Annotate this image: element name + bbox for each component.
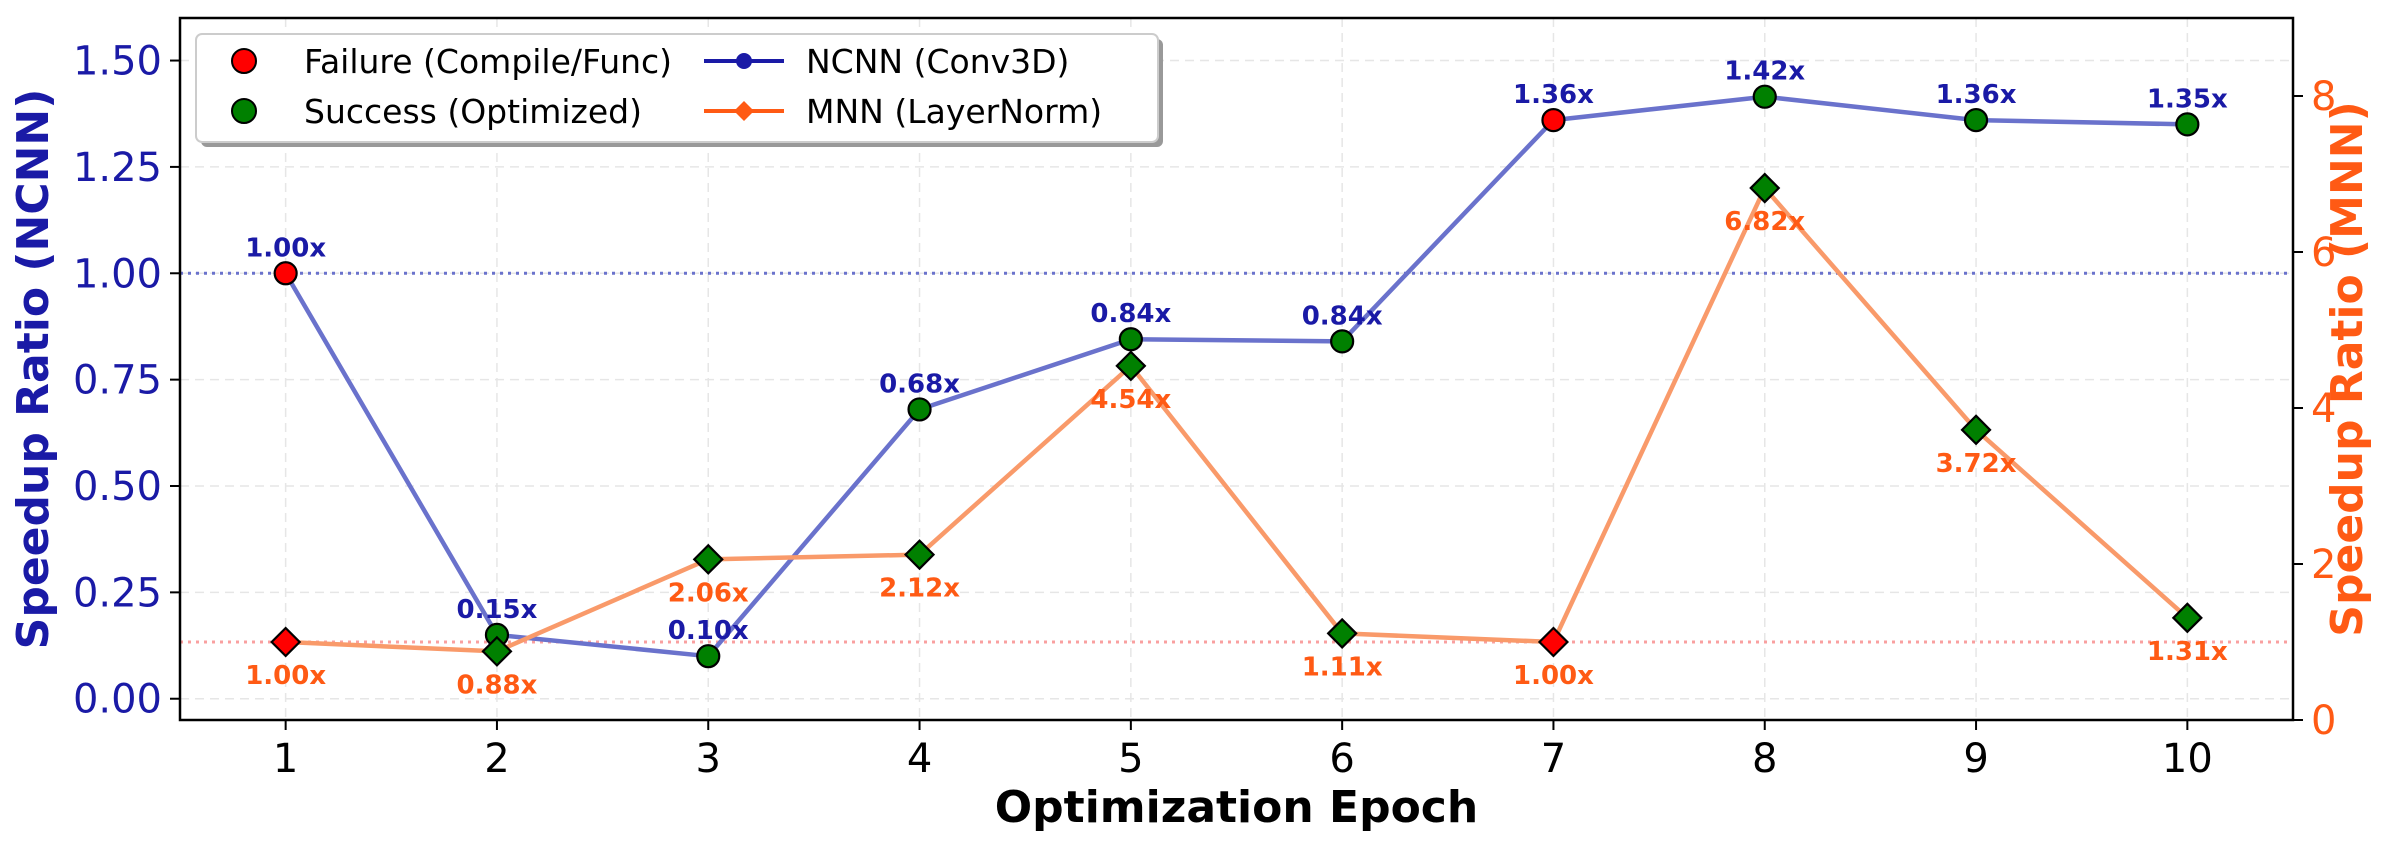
ncnn-data-label: 0.84x <box>1090 299 1171 329</box>
mnn-point <box>481 635 513 667</box>
left-tick-label: 0.50 <box>73 464 162 510</box>
ncnn-point <box>1330 329 1355 354</box>
right-axis-title: Speedup Ratio (MNN) <box>2322 101 2373 636</box>
series-line-ncnn <box>283 94 2188 659</box>
x-tick-label: 6 <box>1329 736 1354 782</box>
legend-success-marker <box>231 98 257 124</box>
mnn-data-label: 4.54x <box>1090 385 1171 415</box>
x-tick-label: 9 <box>1963 736 1988 782</box>
ncnn-point <box>1963 108 1989 133</box>
mnn-data-label: 3.72x <box>1936 449 2017 479</box>
plot-frame <box>178 16 2295 722</box>
left-tick-label: 0.75 <box>73 358 162 404</box>
ncnn-data-label: 0.68x <box>879 369 960 399</box>
ncnn-data-label: 1.42x <box>1724 57 1805 87</box>
x-tick-label: 3 <box>696 736 721 782</box>
ncnn-data-label: 1.35x <box>2147 84 2228 114</box>
x-tick-label: 5 <box>1118 736 1143 782</box>
ncnn-point <box>273 261 298 286</box>
legend-ncnn-marker <box>736 53 752 69</box>
mnn-point <box>1960 414 1992 446</box>
mnn-data-label: 1.31x <box>2147 637 2228 667</box>
mnn-data-label: 1.11x <box>1302 652 1383 682</box>
mnn-point <box>270 626 302 658</box>
right-tick-label: 0 <box>2311 698 2336 744</box>
marker-layer <box>270 84 2203 669</box>
series-layer <box>283 94 2189 659</box>
ncnn-point <box>1118 327 1143 352</box>
ncnn-data-label: 0.15x <box>456 595 537 625</box>
left-axis-title: Speedup Ratio (NCNN) <box>8 89 59 650</box>
reference-lines <box>180 271 2293 644</box>
mnn-data-label: 0.88x <box>456 670 537 700</box>
mnn-point <box>1749 172 1781 204</box>
legend-mnn-marker <box>734 101 754 121</box>
left-tick-label: 0.25 <box>73 570 162 616</box>
series-line-mnn <box>285 185 2189 654</box>
x-tick-label: 8 <box>1752 736 1777 782</box>
left-tick-label: 1.25 <box>73 145 162 191</box>
ncnn-point <box>1541 108 1566 133</box>
x-tick-label: 1 <box>273 736 298 782</box>
x-tick-label: 4 <box>907 736 932 782</box>
legend: Failure (Compile/Func) Success (Optimized… <box>195 33 1163 147</box>
right-tick-label: 2 <box>2311 542 2336 588</box>
ncnn-data-label: 0.84x <box>1302 301 1383 331</box>
x-tick-label: 7 <box>1541 736 1566 782</box>
mnn-point <box>903 539 936 571</box>
legend-box <box>195 33 1159 143</box>
legend-ncnn-label: NCNN (Conv3D) <box>806 42 1069 81</box>
left-tick-label: 1.50 <box>73 39 162 85</box>
data-label-layer: 1.00x 0.15x 0.10x 0.68x 0.84x 0.84x 1.36x 1.42x… <box>245 57 2228 701</box>
ncnn-data-label: 1.36x <box>1513 80 1594 110</box>
right-tick-label: 6 <box>2311 230 2336 276</box>
right-tick-label: 8 <box>2311 74 2336 120</box>
x-axis-title: Optimization Epoch <box>995 782 1478 833</box>
ncnn-point <box>696 644 721 669</box>
ncnn-point <box>2175 112 2200 137</box>
mnn-data-label: 2.06x <box>668 578 749 608</box>
legend-mnn-label: MNN (LayerNorm) <box>806 92 1102 131</box>
x-tick-label: 10 <box>2162 736 2213 782</box>
mnn-point <box>1326 617 1358 649</box>
x-tick-label: 2 <box>484 736 509 782</box>
ncnn-data-label: 1.00x <box>245 233 326 263</box>
ncnn-data-label: 1.36x <box>1936 80 2017 110</box>
right-tick-label: 4 <box>2311 386 2336 432</box>
mnn-data-label: 1.00x <box>1513 661 1594 691</box>
legend-success-label: Success (Optimized) <box>304 92 642 131</box>
axis-layer: 1 2 3 4 5 6 7 8 9 10 0.00 0.25 0.50 0.75 1.00 1.25 1.50 0… <box>73 39 2337 782</box>
left-tick-label: 1.00 <box>73 251 162 297</box>
legend-failure-label: Failure (Compile/Func) <box>304 42 672 81</box>
left-tick-label: 0.00 <box>73 677 162 723</box>
ncnn-data-label: 0.10x <box>668 616 749 646</box>
ncnn-point <box>1752 84 1777 109</box>
mnn-data-label: 6.82x <box>1724 207 1805 237</box>
mnn-point <box>692 543 724 575</box>
legend-failure-marker <box>231 48 257 74</box>
mnn-data-label: 1.00x <box>245 661 326 691</box>
mnn-data-label: 2.12x <box>879 574 960 604</box>
mnn-point <box>1537 626 1570 658</box>
mnn-point <box>2171 602 2203 634</box>
ncnn-point <box>907 397 932 422</box>
mnn-point <box>1115 350 1147 382</box>
